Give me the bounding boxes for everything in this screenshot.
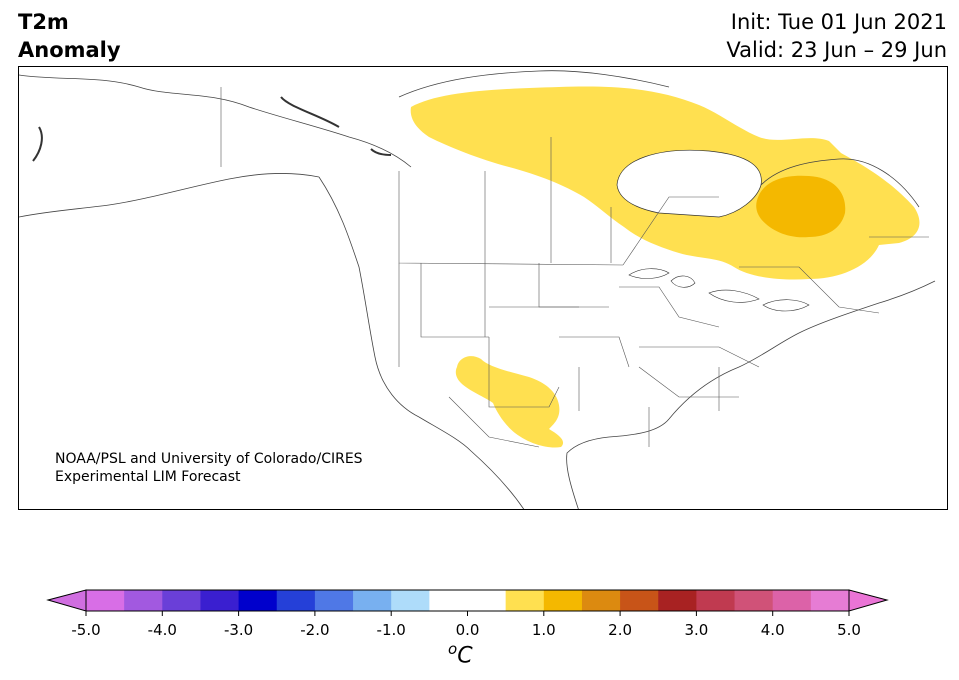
colorbar-tick-label: 0.0 <box>456 621 480 639</box>
map-panel <box>18 66 948 510</box>
colorbar-tick-label: 5.0 <box>837 621 861 639</box>
political-borders <box>220 87 929 448</box>
colorbar-under-arrow <box>46 589 87 612</box>
colorbar-segment <box>810 590 850 611</box>
colorbar-segment <box>391 590 430 611</box>
colorbar-segment <box>162 590 201 611</box>
hudson-bay-water <box>616 149 762 218</box>
great-lakes <box>628 268 810 312</box>
init-date: Init: Tue 01 Jun 2021 <box>730 10 947 34</box>
colorbar-tick-label: -4.0 <box>148 621 177 639</box>
colorbar-segment <box>238 590 278 611</box>
colorbar-over-arrow <box>848 589 889 612</box>
colorbar-segment <box>505 590 545 611</box>
colorbar-tick-label: 1.0 <box>532 621 556 639</box>
colorbar-tick-label: 2.0 <box>608 621 632 639</box>
colorbar-segment <box>772 590 812 611</box>
unit-letter: C <box>457 643 473 669</box>
colorbar-segments <box>86 590 850 611</box>
colorbar-tick-label: -1.0 <box>377 621 406 639</box>
colorbar-segment <box>276 590 316 611</box>
colorbar-segment <box>620 590 659 611</box>
colorbar-segment <box>696 590 736 611</box>
anomaly-region-quebec-core <box>756 175 846 238</box>
colorbar-segment <box>734 590 774 611</box>
colorbar-ticks: -5.0 -4.0 -3.0 -2.0 -1.0 0.0 1.0 2.0 3.0 4.0 5.0 <box>71 611 861 639</box>
anomaly-region-southwest-us <box>455 356 564 448</box>
colorbar-segment <box>86 590 125 611</box>
title-line-2: Anomaly <box>18 38 121 62</box>
colorbar-segment <box>124 590 163 611</box>
colorbar-tick-label: 3.0 <box>684 621 708 639</box>
colorbar-segment <box>467 590 507 611</box>
coastlines <box>19 70 936 509</box>
colorbar-segment <box>581 590 621 611</box>
colorbar-segment <box>353 590 392 611</box>
colorbar-segment <box>429 590 468 611</box>
colorbar-segment <box>314 590 354 611</box>
unit-degree: o <box>448 640 458 658</box>
colorbar-tick-label: 4.0 <box>761 621 785 639</box>
colorbar: -5.0 -4.0 -3.0 -2.0 -1.0 0.0 1.0 2.0 3.0 4.0 5.0 <box>46 589 889 639</box>
colorbar-segment <box>543 590 583 611</box>
colorbar-segment <box>200 590 240 611</box>
chart-title: T2m Anomaly <box>18 8 121 64</box>
north-america-map <box>19 70 936 509</box>
colorbar-tick-label: -5.0 <box>71 621 100 639</box>
colorbar-unit: oC <box>448 640 473 668</box>
canadian-rivers <box>32 96 392 162</box>
colorbar-segment <box>658 590 697 611</box>
title-line-1: T2m <box>18 10 69 34</box>
credit-line-2: Experimental LIM Forecast <box>55 469 241 485</box>
colorbar-tick-label: -3.0 <box>224 621 253 639</box>
credit-text: NOAA/PSL and University of Colorado/CIRE… <box>55 450 363 486</box>
valid-range: Valid: 23 Jun – 29 Jun <box>726 38 947 62</box>
colorbar-tick-label: -2.0 <box>300 621 329 639</box>
forecast-dates: Init: Tue 01 Jun 2021 Valid: 23 Jun – 29… <box>726 8 947 64</box>
credit-line-1: NOAA/PSL and University of Colorado/CIRE… <box>55 451 363 467</box>
